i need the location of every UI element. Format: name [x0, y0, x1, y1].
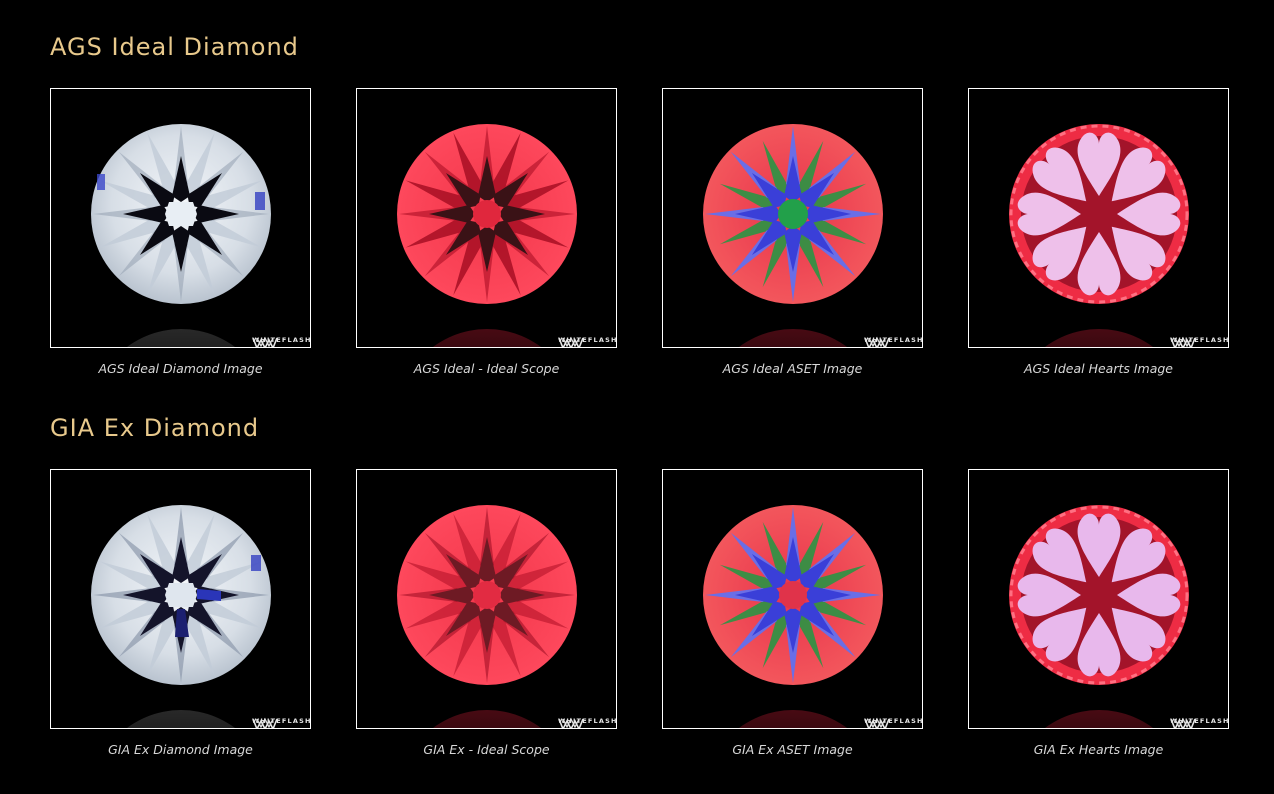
caption: GIA Ex Diamond Image [108, 742, 253, 757]
ideal-scope-icon [372, 99, 602, 347]
diamond-photo-icon [66, 99, 296, 347]
whiteflash-mark-icon [252, 717, 278, 729]
whiteflash-mark-icon [864, 717, 890, 729]
aset-icon [689, 491, 897, 728]
whiteflash-mark-icon [1170, 336, 1196, 348]
whiteflash-logo: WHITEFLASH [1170, 717, 1228, 725]
ags-hearts-image[interactable]: WHITEFLASH [968, 88, 1229, 348]
whiteflash-mark-icon [252, 336, 278, 348]
aset-icon [689, 110, 897, 347]
caption: GIA Ex Hearts Image [1033, 742, 1164, 757]
gia-diamond-image[interactable]: WHITEFLASH [50, 469, 311, 729]
caption: AGS Ideal Diamond Image [98, 361, 263, 376]
diamond-photo-icon [66, 480, 296, 728]
section-title-ags: AGS Ideal Diamond [50, 33, 299, 61]
caption: AGS Ideal Hearts Image [1024, 361, 1173, 376]
gia-ideal-scope-image[interactable]: WHITEFLASH [356, 469, 617, 729]
whiteflash-logo: WHITEFLASH [1170, 336, 1228, 344]
whiteflash-mark-icon [864, 336, 890, 348]
whiteflash-logo: WHITEFLASH [558, 717, 616, 725]
gia-hearts-image[interactable]: WHITEFLASH [968, 469, 1229, 729]
caption: GIA Ex - Ideal Scope [423, 742, 550, 757]
whiteflash-logo: WHITEFLASH [864, 717, 922, 725]
ags-ideal-scope-image[interactable]: WHITEFLASH [356, 88, 617, 348]
section-title-gia: GIA Ex Diamond [50, 414, 260, 442]
whiteflash-logo: WHITEFLASH [558, 336, 616, 344]
caption: AGS Ideal - Ideal Scope [413, 361, 560, 376]
gia-aset-image[interactable]: WHITEFLASH [662, 469, 923, 729]
whiteflash-logo: WHITEFLASH [864, 336, 922, 344]
ags-diamond-image[interactable]: WHITEFLASH [50, 88, 311, 348]
hearts-icon [1009, 505, 1189, 728]
whiteflash-mark-icon [558, 717, 584, 729]
whiteflash-logo: WHITEFLASH [252, 717, 310, 725]
caption: GIA Ex ASET Image [732, 742, 853, 757]
hearts-icon [1009, 124, 1189, 347]
whiteflash-logo: WHITEFLASH [252, 336, 310, 344]
whiteflash-mark-icon [558, 336, 584, 348]
whiteflash-mark-icon [1170, 717, 1196, 729]
ideal-scope-icon [372, 480, 602, 728]
caption: AGS Ideal ASET Image [722, 361, 863, 376]
ags-aset-image[interactable]: WHITEFLASH [662, 88, 923, 348]
